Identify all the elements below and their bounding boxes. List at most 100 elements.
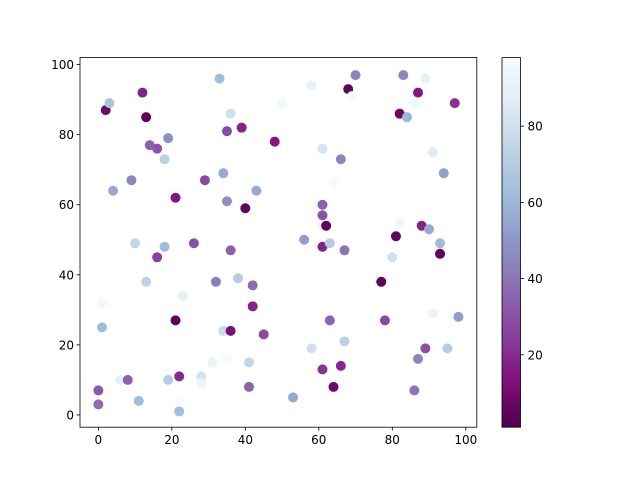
data-point-16 bbox=[152, 143, 163, 154]
data-point-10 bbox=[130, 238, 141, 249]
y-tick-label: 20 bbox=[59, 338, 74, 352]
data-point-67 bbox=[324, 315, 335, 326]
data-point-52 bbox=[258, 329, 269, 340]
data-point-12 bbox=[137, 87, 148, 98]
colorbar bbox=[501, 57, 521, 428]
x-axis: 0 20 40 60 80 100 bbox=[95, 427, 477, 447]
data-point-82 bbox=[394, 217, 405, 228]
y-tick-label: 40 bbox=[59, 268, 74, 282]
data-point-65 bbox=[317, 364, 328, 375]
data-point-5 bbox=[104, 98, 115, 109]
x-tick-label: 0 bbox=[95, 433, 103, 447]
data-point-36 bbox=[218, 168, 229, 179]
data-point-78 bbox=[379, 315, 390, 326]
data-point-77 bbox=[376, 276, 387, 287]
data-point-42 bbox=[225, 245, 236, 256]
data-point-49 bbox=[247, 280, 258, 291]
data-point-88 bbox=[413, 353, 424, 364]
points-layer bbox=[93, 70, 464, 417]
data-point-20 bbox=[163, 133, 174, 144]
data-point-21 bbox=[163, 374, 174, 385]
data-point-70 bbox=[335, 154, 346, 165]
data-point-18 bbox=[159, 154, 170, 165]
data-point-25 bbox=[174, 371, 185, 382]
data-point-37 bbox=[218, 325, 229, 336]
data-point-9 bbox=[126, 175, 137, 186]
data-point-91 bbox=[420, 343, 431, 354]
data-point-31 bbox=[196, 378, 207, 389]
data-point-80 bbox=[390, 231, 401, 242]
data-point-8 bbox=[122, 374, 133, 385]
data-point-28 bbox=[177, 290, 188, 301]
data-point-26 bbox=[174, 395, 185, 406]
y-axis: 0 20 40 60 80 100 bbox=[51, 58, 80, 422]
data-point-63 bbox=[321, 220, 332, 231]
data-point-72 bbox=[339, 245, 350, 256]
data-point-19 bbox=[159, 241, 170, 252]
data-point-54 bbox=[277, 98, 288, 109]
x-tick-label: 20 bbox=[164, 433, 179, 447]
data-point-0 bbox=[93, 399, 104, 410]
data-point-29 bbox=[188, 238, 199, 249]
data-point-53 bbox=[269, 136, 280, 147]
data-point-84 bbox=[401, 112, 412, 123]
data-point-69 bbox=[328, 381, 339, 392]
data-point-98 bbox=[442, 343, 453, 354]
data-point-90 bbox=[420, 73, 431, 84]
data-point-50 bbox=[247, 301, 258, 312]
data-point-57 bbox=[306, 80, 317, 91]
data-point-17 bbox=[152, 252, 163, 263]
data-point-97 bbox=[438, 168, 449, 179]
colorbar-axis: 20 40 60 80 bbox=[520, 120, 543, 362]
data-point-1 bbox=[93, 385, 104, 396]
data-point-86 bbox=[409, 385, 420, 396]
data-point-92 bbox=[424, 224, 435, 235]
data-point-11 bbox=[133, 395, 144, 406]
data-point-39 bbox=[221, 126, 232, 137]
data-point-59 bbox=[317, 143, 328, 154]
data-point-66 bbox=[324, 238, 335, 249]
data-point-23 bbox=[170, 192, 181, 203]
data-point-41 bbox=[225, 108, 236, 119]
data-point-30 bbox=[196, 371, 207, 382]
data-point-73 bbox=[339, 336, 350, 347]
y-tick-label: 60 bbox=[59, 198, 74, 212]
data-point-76 bbox=[350, 70, 361, 81]
data-point-3 bbox=[97, 322, 108, 333]
data-point-2 bbox=[97, 297, 108, 308]
colorbar-tick-label: 60 bbox=[528, 196, 543, 210]
data-point-56 bbox=[299, 234, 310, 245]
data-point-94 bbox=[427, 308, 438, 319]
data-point-14 bbox=[141, 276, 152, 287]
data-point-7 bbox=[115, 374, 126, 385]
data-point-79 bbox=[387, 252, 398, 263]
data-point-93 bbox=[427, 147, 438, 158]
data-point-61 bbox=[317, 210, 328, 221]
data-point-43 bbox=[225, 325, 236, 336]
x-tick-label: 60 bbox=[311, 433, 326, 447]
data-point-13 bbox=[141, 112, 152, 123]
colorbar-tick-label: 20 bbox=[528, 348, 543, 362]
data-point-68 bbox=[328, 178, 339, 189]
data-point-6 bbox=[108, 185, 119, 196]
data-point-55 bbox=[288, 392, 299, 403]
data-point-85 bbox=[409, 98, 420, 109]
y-tick-label: 0 bbox=[66, 408, 74, 422]
data-point-99 bbox=[449, 98, 460, 109]
data-point-95 bbox=[435, 238, 446, 249]
data-point-51 bbox=[251, 185, 262, 196]
data-point-60 bbox=[317, 199, 328, 210]
data-point-46 bbox=[240, 203, 251, 214]
data-point-45 bbox=[236, 122, 247, 133]
x-tick-label: 80 bbox=[385, 433, 400, 447]
data-point-83 bbox=[398, 70, 409, 81]
data-point-27 bbox=[174, 406, 185, 417]
data-point-35 bbox=[214, 73, 225, 84]
colorbar-tick-label: 80 bbox=[528, 120, 543, 134]
plot-frame bbox=[79, 57, 478, 428]
data-point-48 bbox=[244, 381, 255, 392]
data-point-47 bbox=[244, 357, 255, 368]
data-point-24 bbox=[170, 315, 181, 326]
data-point-44 bbox=[232, 273, 243, 284]
